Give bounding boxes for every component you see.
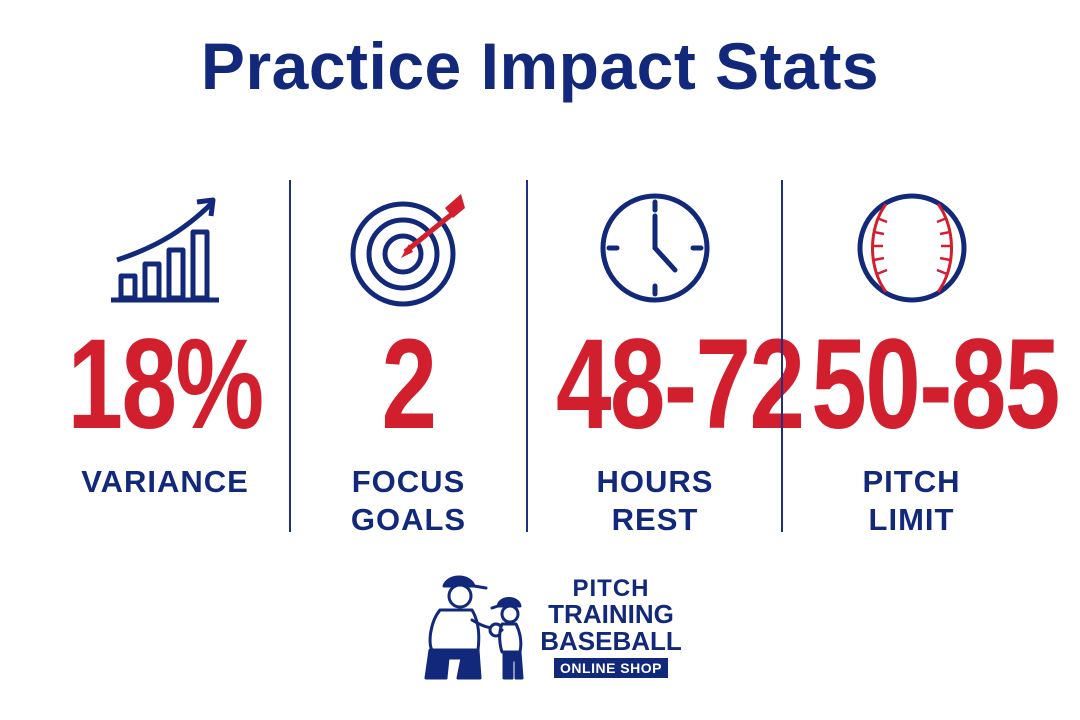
- bar-chart-growth-icon: [111, 197, 219, 303]
- divider: [289, 180, 291, 532]
- divider: [781, 180, 783, 532]
- stat-focus-goals: 2 FOCUS GOALS: [291, 180, 526, 537]
- page-title: Practice Impact Stats: [200, 29, 880, 103]
- stat-value: 50-85: [811, 313, 1060, 456]
- clock-icon: [600, 193, 710, 303]
- divider: [526, 180, 528, 532]
- stat-value: 18%: [67, 313, 265, 456]
- brand-badge: ONLINE SHOP: [554, 658, 668, 678]
- stat-value: 48-72: [555, 313, 805, 456]
- brand-wordmark: PITCH TRAINING BASEBALL ONLINE SHOP: [540, 575, 682, 678]
- stat-label: FOCUS GOALS: [350, 464, 467, 537]
- stat-label: PITCH LIMIT: [862, 464, 961, 537]
- stat-label: HOURS REST: [596, 464, 714, 537]
- stat-value: 2: [381, 313, 438, 456]
- baseball-icon: [857, 193, 966, 303]
- stat-label: VARIANCE: [81, 464, 249, 499]
- stat-pitch-limit: 50-85 PITCH LIMIT: [783, 180, 1060, 537]
- stat-variance: 18% VARIANCE: [40, 180, 290, 535]
- target-arrow-icon: [350, 194, 465, 307]
- coach-and-kid-illustration: [424, 575, 524, 680]
- stat-hours-rest: 48-72 HOURS REST: [528, 180, 805, 537]
- brand-logo: PITCH TRAINING BASEBALL ONLINE SHOP: [418, 570, 688, 682]
